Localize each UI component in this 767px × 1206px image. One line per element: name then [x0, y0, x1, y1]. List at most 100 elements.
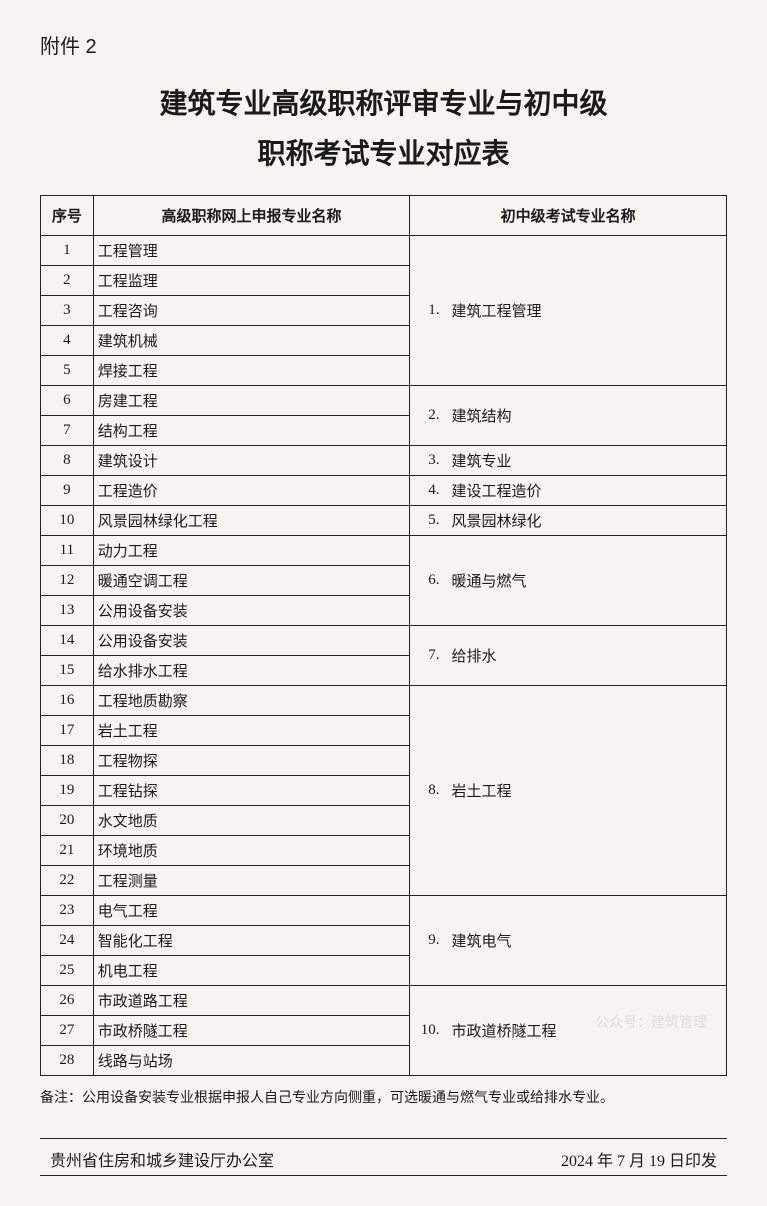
senior-major-name: 建筑机械 — [93, 325, 410, 355]
row-index: 26 — [41, 985, 94, 1015]
senior-major-name: 市政道路工程 — [93, 985, 410, 1015]
row-index: 8 — [41, 445, 94, 475]
row-index: 9 — [41, 475, 94, 505]
senior-major-name: 电气工程 — [93, 895, 410, 925]
row-index: 20 — [41, 805, 94, 835]
footer: 贵州省住房和城乡建设厅办公室 2024 年 7 月 19 日印发 — [40, 1147, 727, 1176]
row-index: 28 — [41, 1045, 94, 1075]
senior-major-name: 动力工程 — [93, 535, 410, 565]
exam-major-name: 建设工程造价 — [442, 475, 727, 505]
senior-major-name: 给水排水工程 — [93, 655, 410, 685]
row-index: 6 — [41, 385, 94, 415]
senior-major-name: 暖通空调工程 — [93, 565, 410, 595]
senior-major-name: 公用设备安装 — [93, 625, 410, 655]
senior-major-name: 水文地质 — [93, 805, 410, 835]
row-index: 18 — [41, 745, 94, 775]
document-title: 建筑专业高级职称评审专业与初中级 职称考试专业对应表 — [40, 79, 727, 180]
table-row: 8建筑设计3.建筑专业 — [41, 445, 727, 475]
exam-major-number: 8. — [410, 685, 442, 895]
senior-major-name: 机电工程 — [93, 955, 410, 985]
row-index: 24 — [41, 925, 94, 955]
table-row: 10风景园林绿化工程5.风景园林绿化 — [41, 505, 727, 535]
table-header-row: 序号 高级职称网上申报专业名称 初中级考试专业名称 — [41, 195, 727, 235]
table-row: 9工程造价4.建设工程造价 — [41, 475, 727, 505]
footer-date: 2024 年 7 月 19 日印发 — [561, 1147, 717, 1171]
exam-major-name: 建筑专业 — [442, 445, 727, 475]
senior-major-name: 建筑设计 — [93, 445, 410, 475]
table-row: 23电气工程9.建筑电气 — [41, 895, 727, 925]
col-right: 初中级考试专业名称 — [410, 195, 727, 235]
row-index: 11 — [41, 535, 94, 565]
row-index: 21 — [41, 835, 94, 865]
row-index: 1 — [41, 235, 94, 265]
row-index: 3 — [41, 295, 94, 325]
row-index: 25 — [41, 955, 94, 985]
row-index: 15 — [41, 655, 94, 685]
exam-major-number: 3. — [410, 445, 442, 475]
col-left: 高级职称网上申报专业名称 — [93, 195, 410, 235]
table-row: 16工程地质勘察8.岩土工程 — [41, 685, 727, 715]
title-line-1: 建筑专业高级职称评审专业与初中级 — [40, 79, 727, 129]
exam-major-name: 给排水 — [442, 625, 727, 685]
row-index: 17 — [41, 715, 94, 745]
footer-divider — [40, 1138, 727, 1139]
senior-major-name: 工程监理 — [93, 265, 410, 295]
senior-major-name: 工程测量 — [93, 865, 410, 895]
exam-major-number: 4. — [410, 475, 442, 505]
exam-major-name: 建筑工程管理 — [442, 235, 727, 385]
row-index: 4 — [41, 325, 94, 355]
row-index: 14 — [41, 625, 94, 655]
exam-major-number: 5. — [410, 505, 442, 535]
senior-major-name: 房建工程 — [93, 385, 410, 415]
col-index: 序号 — [41, 195, 94, 235]
table-row: 6房建工程2.建筑结构 — [41, 385, 727, 415]
senior-major-name: 智能化工程 — [93, 925, 410, 955]
exam-major-name: 暖通与燃气 — [442, 535, 727, 625]
footer-issuer: 贵州省住房和城乡建设厅办公室 — [50, 1147, 274, 1171]
table-row: 14公用设备安装7.给排水 — [41, 625, 727, 655]
row-index: 27 — [41, 1015, 94, 1045]
senior-major-name: 市政桥隧工程 — [93, 1015, 410, 1045]
row-index: 19 — [41, 775, 94, 805]
exam-major-number: 7. — [410, 625, 442, 685]
senior-major-name: 线路与站场 — [93, 1045, 410, 1075]
row-index: 13 — [41, 595, 94, 625]
senior-major-name: 岩土工程 — [93, 715, 410, 745]
senior-major-name: 公用设备安装 — [93, 595, 410, 625]
senior-major-name: 工程造价 — [93, 475, 410, 505]
row-index: 22 — [41, 865, 94, 895]
row-index: 2 — [41, 265, 94, 295]
watermark: 公众号：建筑管理 — [595, 1012, 707, 1032]
table-row: 26市政道路工程10.市政道桥隧工程 — [41, 985, 727, 1015]
row-index: 16 — [41, 685, 94, 715]
senior-major-name: 焊接工程 — [93, 355, 410, 385]
exam-major-name: 风景园林绿化 — [442, 505, 727, 535]
senior-major-name: 工程物探 — [93, 745, 410, 775]
title-line-2: 职称考试专业对应表 — [40, 129, 727, 179]
exam-major-name: 建筑电气 — [442, 895, 727, 985]
senior-major-name: 工程咨询 — [93, 295, 410, 325]
senior-major-name: 工程钻探 — [93, 775, 410, 805]
attachment-label: 附件 2 — [40, 30, 727, 59]
exam-major-number: 6. — [410, 535, 442, 625]
exam-major-number: 10. — [410, 985, 442, 1075]
exam-major-number: 9. — [410, 895, 442, 985]
exam-major-name: 建筑结构 — [442, 385, 727, 445]
correspondence-table: 序号 高级职称网上申报专业名称 初中级考试专业名称 1工程管理1.建筑工程管理2… — [40, 195, 727, 1076]
row-index: 12 — [41, 565, 94, 595]
table-row: 1工程管理1.建筑工程管理 — [41, 235, 727, 265]
exam-major-number: 2. — [410, 385, 442, 445]
exam-major-number: 1. — [410, 235, 442, 385]
senior-major-name: 环境地质 — [93, 835, 410, 865]
row-index: 10 — [41, 505, 94, 535]
senior-major-name: 结构工程 — [93, 415, 410, 445]
exam-major-name: 岩土工程 — [442, 685, 727, 895]
senior-major-name: 工程地质勘察 — [93, 685, 410, 715]
row-index: 23 — [41, 895, 94, 925]
row-index: 7 — [41, 415, 94, 445]
row-index: 5 — [41, 355, 94, 385]
senior-major-name: 工程管理 — [93, 235, 410, 265]
table-row: 11动力工程6.暖通与燃气 — [41, 535, 727, 565]
senior-major-name: 风景园林绿化工程 — [93, 505, 410, 535]
note-text: 备注：公用设备安装专业根据申报人自己专业方向侧重，可选暖通与燃气专业或给排水专业… — [40, 1088, 727, 1110]
